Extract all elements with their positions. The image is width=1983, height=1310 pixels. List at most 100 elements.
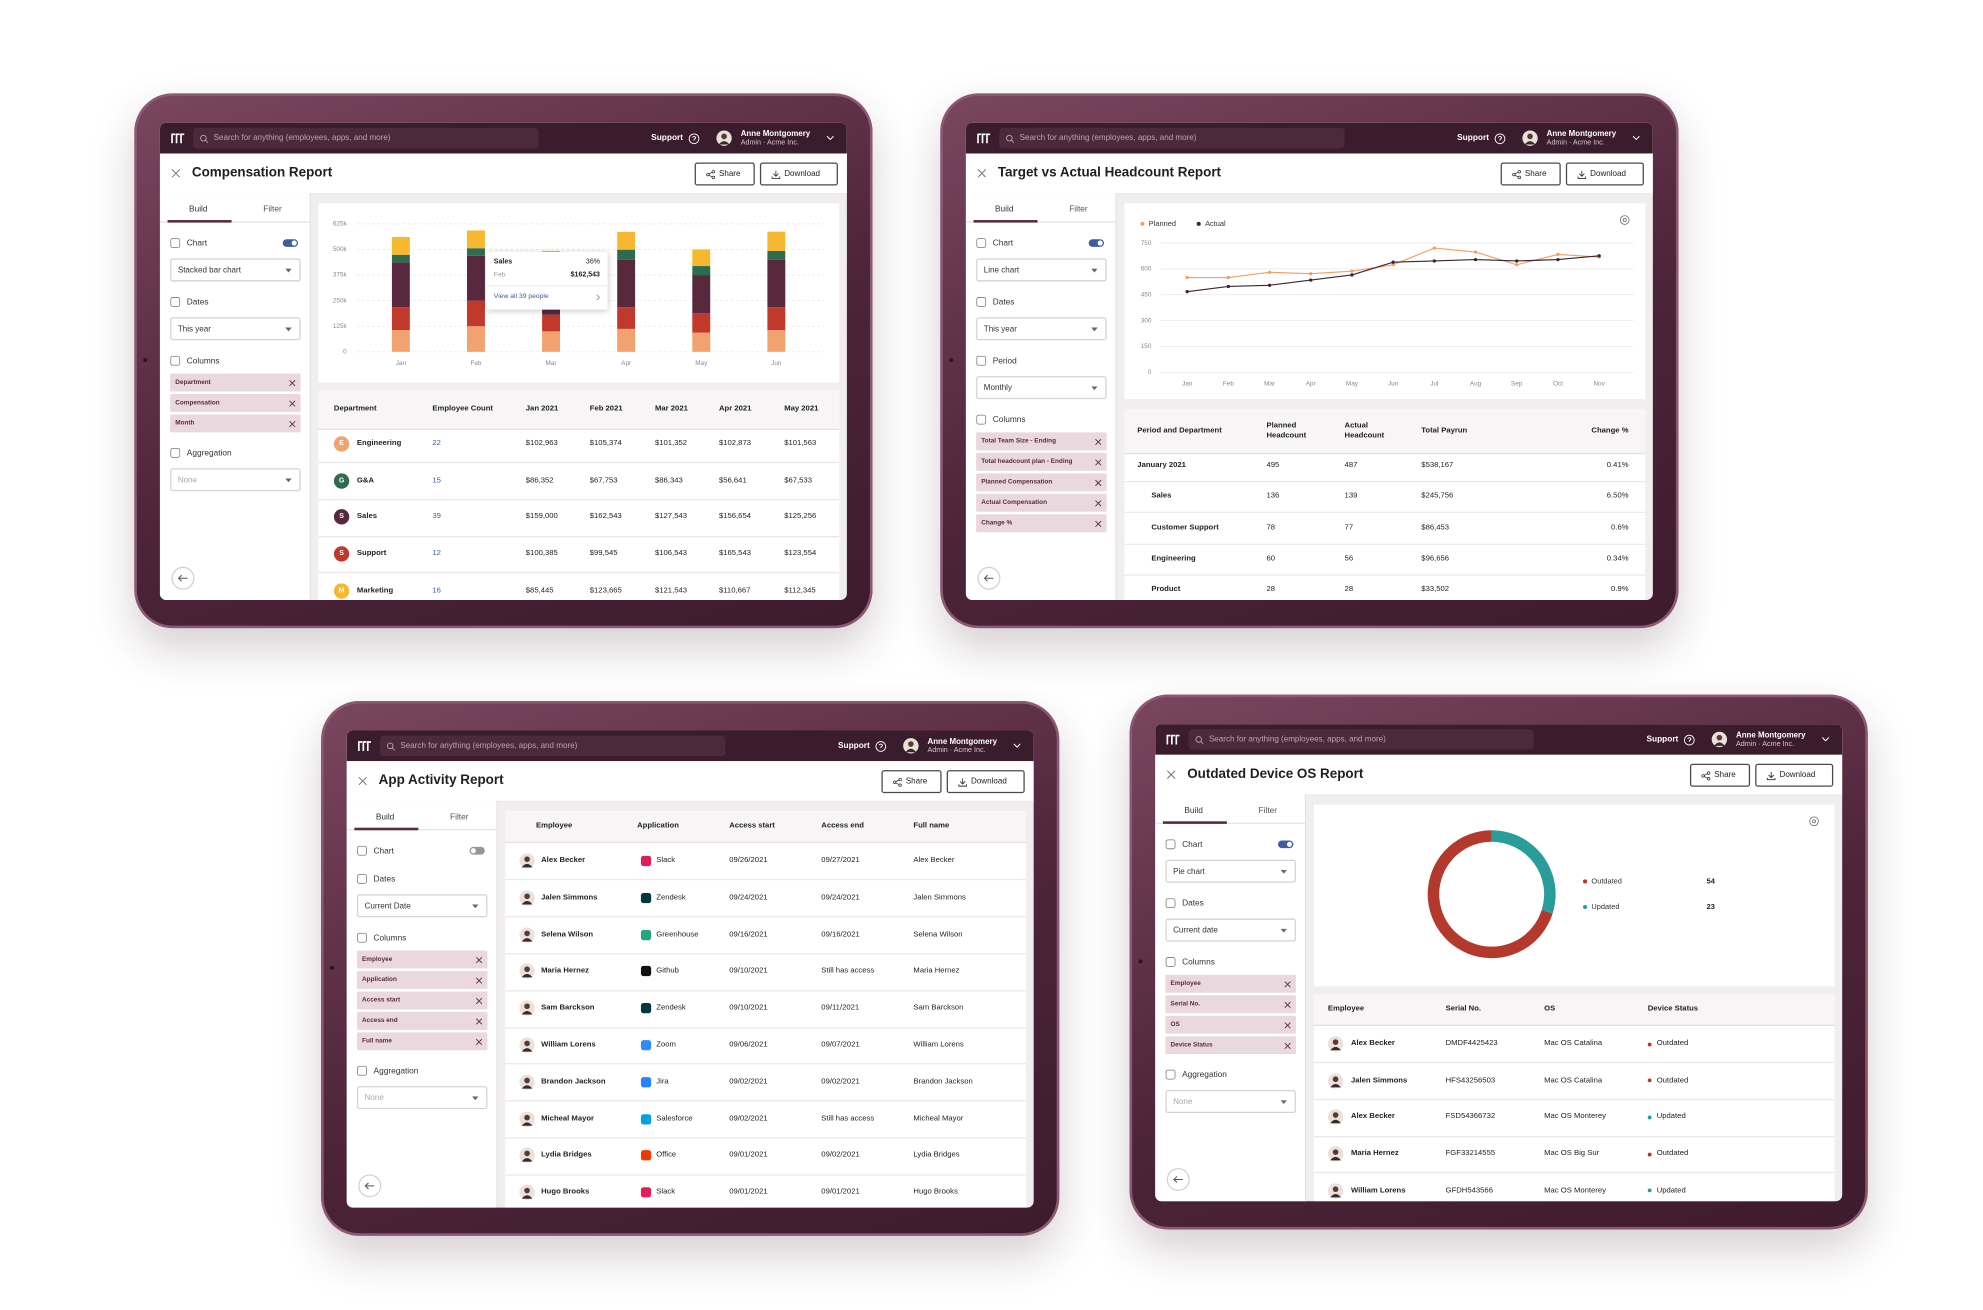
column-chip[interactable]: Serial No.: [1165, 995, 1296, 1014]
column-chip[interactable]: Total Team Size - Ending: [976, 432, 1107, 451]
select-field[interactable]: Current date: [1165, 918, 1296, 942]
column-chip[interactable]: Compensation: [170, 394, 301, 412]
column-chip[interactable]: Department: [170, 373, 301, 392]
download-button[interactable]: Download: [759, 162, 838, 186]
table-cell: $102,873: [718, 440, 751, 448]
column-chip[interactable]: Employee: [1165, 974, 1296, 993]
share-button[interactable]: Share: [1689, 763, 1751, 787]
table-cell: Sam Barckson: [913, 1004, 964, 1013]
select-field[interactable]: Monthly: [976, 376, 1107, 400]
select-field[interactable]: Current Date: [356, 894, 488, 918]
sidebar-sections: Chart Pie chart Dates Current date Columns Em…: [1165, 837, 1296, 1126]
toggle-knob: [291, 240, 297, 246]
app-icon: [640, 929, 652, 940]
column-chip[interactable]: OS: [1165, 1015, 1296, 1034]
support-link[interactable]: Support: [837, 741, 870, 751]
support-link[interactable]: Support: [1646, 734, 1679, 744]
tab[interactable]: Filter: [1258, 806, 1278, 816]
column-chip[interactable]: Planned Compensation: [976, 473, 1107, 492]
column-chip[interactable]: Change %: [976, 514, 1107, 533]
column-chip[interactable]: Full name: [356, 1032, 488, 1051]
bar-segment: [767, 250, 786, 260]
chart-toggle[interactable]: [1278, 840, 1294, 849]
section-icon: [976, 297, 987, 307]
table-cell: 0.9%: [1611, 586, 1629, 594]
select-field[interactable]: Line chart: [976, 258, 1107, 282]
search-box[interactable]: Search for anything (employees, apps, an…: [999, 127, 1345, 149]
support-link[interactable]: Support: [1457, 133, 1490, 143]
search-placeholder: Search for anything (employees, apps, an…: [213, 133, 391, 143]
series-point: [1473, 257, 1478, 262]
share-button[interactable]: Share: [1500, 162, 1561, 186]
bar-segment: [467, 326, 485, 352]
table-cell: Mac OS Monterey: [1544, 1113, 1606, 1122]
column-chip[interactable]: Device Status: [1165, 1036, 1296, 1055]
download-button[interactable]: Download: [1755, 763, 1834, 787]
tooltip-link[interactable]: View all 39 people: [493, 292, 549, 301]
tab[interactable]: Build: [189, 205, 208, 215]
caret: [1280, 928, 1287, 933]
sidebar-section: Chart Stacked bar chart: [170, 235, 301, 282]
tab[interactable]: Filter: [450, 812, 469, 822]
table-cell: Zendesk: [656, 1004, 686, 1013]
legend-dot: [1583, 879, 1588, 884]
download-button[interactable]: Download: [1565, 162, 1644, 186]
search-box[interactable]: Search for anything (employees, apps, an…: [1188, 729, 1534, 750]
select-field[interactable]: None: [356, 1086, 488, 1110]
chart-toggle[interactable]: [1088, 239, 1105, 247]
column-chip[interactable]: Access end: [356, 1011, 488, 1030]
bar-segment: [767, 231, 786, 251]
avatar-head: [524, 856, 530, 862]
share-button[interactable]: Share: [694, 162, 755, 186]
tab[interactable]: Filter: [1069, 205, 1088, 215]
close-icon: [171, 169, 181, 178]
app-icon: [640, 1113, 652, 1124]
search-box[interactable]: Search for anything (employees, apps, an…: [193, 127, 539, 149]
tab[interactable]: Filter: [263, 205, 282, 215]
column-chip[interactable]: Application: [356, 970, 488, 989]
chart-toggle[interactable]: [282, 239, 299, 247]
download-button[interactable]: Download: [946, 770, 1025, 794]
avatar-head: [524, 966, 530, 973]
select-field[interactable]: This year: [170, 317, 301, 341]
chip-x: [475, 1017, 483, 1025]
select-field[interactable]: None: [1165, 1089, 1296, 1113]
select-field[interactable]: Pie chart: [1165, 859, 1296, 883]
table-cell: Mac OS Big Sur: [1544, 1150, 1600, 1158]
tab[interactable]: Build: [1184, 806, 1203, 816]
select-field[interactable]: None: [170, 468, 301, 492]
column-chip[interactable]: Employee: [356, 950, 488, 969]
select-field[interactable]: This year: [976, 317, 1107, 341]
share-button[interactable]: Share: [881, 770, 942, 794]
tab[interactable]: Build: [994, 205, 1014, 215]
sidebar: Build Filter Chart Line chart Dates This year…: [965, 193, 1117, 600]
tab-underline: [1162, 821, 1227, 824]
table-cell: $99,545: [589, 550, 618, 558]
column-chip[interactable]: Access start: [356, 991, 488, 1010]
chart-toggle[interactable]: [469, 846, 485, 855]
select-field[interactable]: Stacked bar chart: [170, 258, 301, 282]
chip-remove: [1095, 479, 1102, 486]
report-title: Compensation Report: [191, 165, 333, 181]
table-cell: 09/16/2021: [821, 930, 860, 939]
chip-remove: [289, 399, 296, 407]
column-chip[interactable]: Total headcount plan - Ending: [976, 452, 1107, 471]
table-cell: 09/02/2021: [821, 1151, 860, 1160]
back-button[interactable]: [1166, 1168, 1190, 1192]
back-button[interactable]: [358, 1174, 382, 1198]
share-node: [711, 169, 716, 173]
table-cell: Sales: [1151, 492, 1172, 501]
table-cell: Jira: [656, 1078, 669, 1086]
back-button[interactable]: [977, 566, 1001, 590]
back-button[interactable]: [171, 566, 195, 590]
caret: [472, 1096, 479, 1101]
user-role: Admin · Acme Inc.: [740, 138, 799, 147]
column-chip[interactable]: Month: [170, 414, 301, 433]
section-label-row: Aggregation: [1165, 1067, 1295, 1082]
column-header: Change %: [1591, 427, 1629, 435]
sidebar-section: Columns Department Compensation Month: [170, 353, 301, 433]
support-link[interactable]: Support: [651, 133, 684, 143]
tab[interactable]: Build: [375, 812, 395, 822]
column-chip[interactable]: Actual Compensation: [976, 493, 1107, 512]
search-box[interactable]: Search for anything (employees, apps, an…: [379, 735, 726, 757]
